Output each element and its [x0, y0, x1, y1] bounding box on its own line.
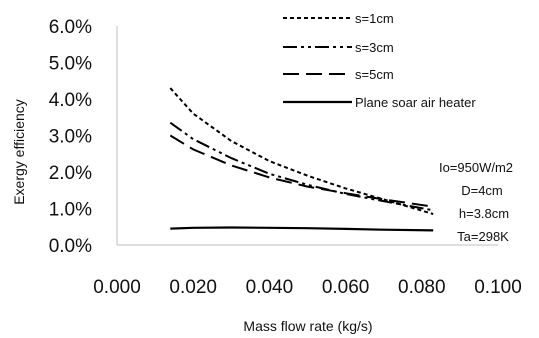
y-tick-label: 5.0% — [49, 54, 92, 75]
annotation-diameter: D=4cm — [461, 183, 503, 198]
x-tick-label: 0.080 — [398, 277, 446, 298]
x-tick-label: 0.000 — [93, 277, 141, 298]
y-tick-label: 1.0% — [49, 200, 92, 221]
y-tick-label: 0.0% — [49, 236, 92, 257]
series-line-3 — [169, 134, 434, 208]
y-axis-title: Exergy efficiency — [11, 99, 27, 205]
legend-label: s=5cm — [355, 67, 394, 82]
x-tick-label: 0.100 — [474, 277, 522, 298]
x-tick-label: 0.020 — [169, 277, 217, 298]
y-tick-label: 6.0% — [49, 17, 92, 38]
x-tick-label: 0.040 — [246, 277, 294, 298]
x-tick-labels: 0.000 0.020 0.040 0.060 0.080 0.100 — [93, 277, 522, 298]
annotation-irradiance: Io=950W/m2 — [439, 160, 513, 175]
y-tick-label: 2.0% — [49, 163, 92, 184]
x-tick-label: 0.060 — [322, 277, 370, 298]
y-tick-label: 3.0% — [49, 127, 92, 148]
legend-label: s=3cm — [355, 40, 394, 55]
x-axis-title: Mass flow rate (kg/s) — [243, 318, 372, 334]
conditions-annotation: Io=950W/m2 D=4cm h=3.8cm Ta=298K — [439, 160, 513, 244]
legend-label: s=1cm — [355, 11, 394, 26]
series-lines — [169, 87, 434, 232]
legend: s=1cm s=3cm s=5cm Plane soar air heater — [283, 11, 476, 110]
series-line-4 — [170, 226, 434, 232]
annotation-ambient-temp: Ta=298K — [457, 229, 509, 244]
axes — [116, 26, 498, 246]
y-tick-label: 4.0% — [49, 90, 92, 111]
y-tick-labels: 0.0% 1.0% 2.0% 3.0% 4.0% 5.0% 6.0% — [49, 17, 92, 257]
series-line-2 — [169, 121, 434, 212]
legend-label: Plane soar air heater — [355, 95, 476, 110]
annotation-height: h=3.8cm — [459, 206, 509, 221]
